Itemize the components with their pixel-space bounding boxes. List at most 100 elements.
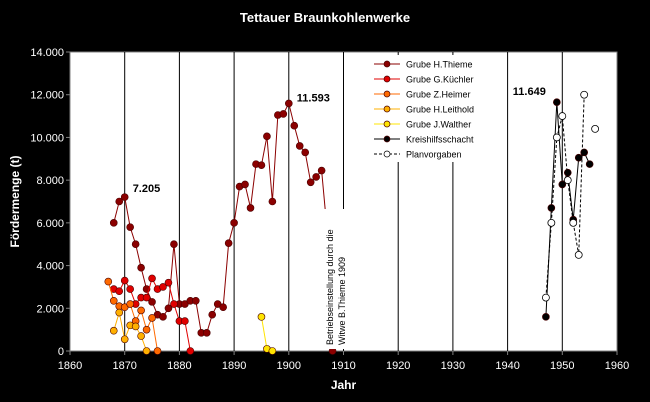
x-tick-label: 1950: [550, 360, 574, 372]
data-point: [137, 332, 145, 340]
legend-marker: [383, 105, 391, 113]
x-tick-label: 1860: [58, 360, 82, 372]
legend-item: Grube H.Thieme: [374, 60, 473, 70]
data-point: [553, 98, 561, 107]
data-point: [115, 308, 124, 317]
x-tick-label: 1920: [386, 360, 410, 372]
data-point: [202, 329, 211, 337]
chart-title: Tettauer Braunkohlenwerke: [240, 10, 410, 25]
data-point: [148, 314, 156, 322]
data-point: [120, 276, 129, 285]
data-point: [558, 180, 567, 189]
x-tick-label: 1910: [331, 360, 355, 372]
data-point: [115, 287, 124, 296]
axis-ticks: 1860 1870 1880 1890 1900 1910 1920 1930 1940 1950…: [30, 47, 629, 372]
y-tick-label: 10.000: [30, 132, 64, 144]
data-point: [301, 148, 310, 157]
y-tick-label: 12.000: [30, 90, 64, 102]
legend-item: Grube G.Küchler: [374, 75, 474, 85]
legend-item: Grube Z.Heimer: [374, 90, 471, 100]
data-point: [148, 274, 156, 283]
legend-marker: [383, 135, 391, 143]
data-point: [142, 347, 151, 355]
series-group: [109, 274, 195, 355]
data-point: [137, 263, 145, 272]
x-tick-label: 1900: [277, 360, 301, 372]
data-point: [137, 306, 145, 315]
data-point: [208, 310, 217, 319]
data-label: 11.593: [297, 92, 330, 104]
data-point: [230, 219, 238, 227]
data-point: [541, 293, 550, 302]
annotations-layer: 7.205 11.593 11.649 Betriebseinstellung dur…: [133, 86, 546, 349]
legend-label: Grube Z.Heimer: [406, 90, 471, 100]
legend-label: Grube H.Thieme: [406, 60, 473, 70]
data-point: [120, 335, 129, 344]
data-point: [290, 121, 299, 130]
y-tick-label: 8.000: [36, 175, 64, 187]
data-point: [312, 173, 320, 181]
series-layer: [104, 90, 600, 355]
x-tick-label: 1890: [222, 360, 246, 372]
data-point: [317, 166, 326, 175]
data-point: [142, 325, 151, 334]
y-tick-label: 6.000: [36, 218, 64, 230]
data-point: [104, 277, 113, 286]
data-point: [246, 204, 255, 212]
data-point: [257, 313, 266, 321]
data-point: [192, 297, 200, 305]
data-label: 11.649: [513, 86, 546, 98]
data-point: [170, 240, 178, 249]
data-label: 7.205: [133, 183, 161, 195]
data-point: [120, 193, 129, 201]
legend-marker: [383, 60, 391, 68]
data-point: [241, 180, 249, 189]
data-point: [295, 142, 304, 150]
data-point: [170, 300, 178, 308]
legend-label: Grube H.Leithold: [406, 105, 474, 115]
data-point: [159, 313, 167, 321]
data-point: [284, 99, 293, 108]
x-tick-label: 1930: [441, 360, 465, 372]
data-point: [542, 313, 550, 321]
data-point: [109, 219, 118, 227]
data-point: [159, 283, 167, 291]
data-point: [306, 178, 315, 187]
data-point: [219, 303, 227, 312]
data-point: [131, 240, 140, 249]
data-point: [109, 297, 118, 305]
data-point: [585, 160, 594, 168]
data-point: [552, 133, 561, 142]
legend-label: Kreishilfsschacht: [406, 135, 474, 145]
data-point: [164, 304, 173, 313]
legend-item: Planvorgaben: [374, 150, 462, 160]
legend-label: Grube G.Küchler: [406, 75, 474, 85]
legend-item: Grube J.Walther: [374, 120, 471, 130]
legend-label: Planvorgaben: [406, 150, 462, 160]
data-point: [580, 90, 589, 99]
data-point: [109, 326, 118, 335]
data-point: [181, 317, 189, 325]
data-point: [547, 204, 556, 212]
y-axis-label: Fördermenge (t): [8, 155, 22, 247]
data-point: [263, 132, 271, 141]
y-tick-label: 14.000: [30, 47, 64, 59]
data-point: [268, 347, 277, 355]
data-point: [268, 197, 277, 206]
series-group: [109, 99, 337, 355]
data-point: [224, 239, 233, 247]
data-point: [591, 124, 600, 133]
annotation-note: Betriebseinstellung durch die Witwe B.Thi…: [322, 209, 357, 349]
data-point: [148, 298, 156, 306]
y-tick-label: 4.000: [36, 261, 64, 273]
legend-label: Grube J.Walther: [406, 120, 471, 130]
series-line: [107, 281, 159, 352]
series-group: [104, 277, 162, 355]
data-point: [558, 112, 567, 120]
data-point: [142, 293, 151, 302]
data-point: [126, 223, 134, 231]
legend-marker: [383, 90, 391, 98]
series-group: [109, 308, 151, 355]
legend-item: Kreishilfsschacht: [374, 135, 474, 145]
